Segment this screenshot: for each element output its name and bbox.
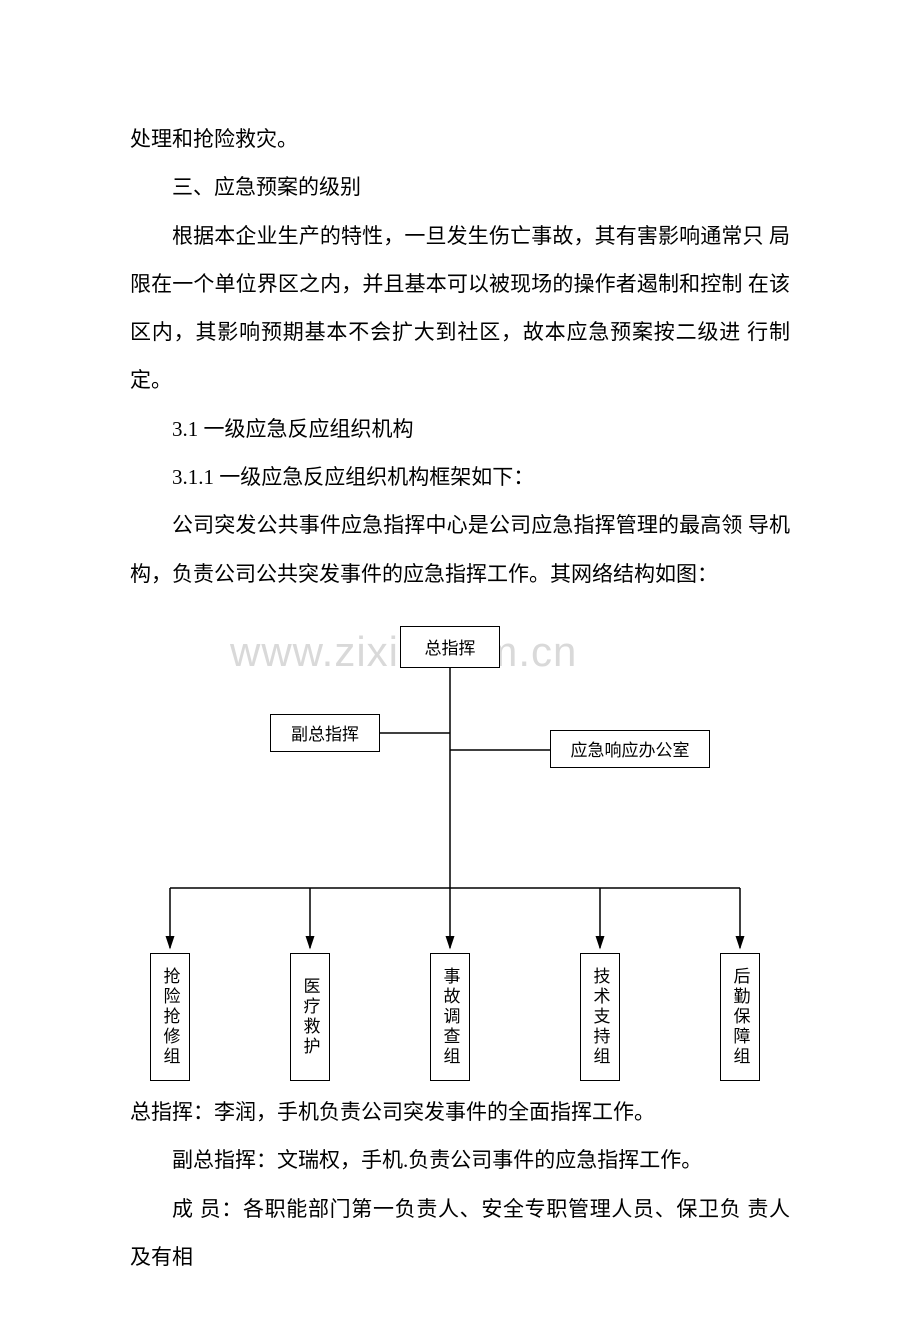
org-chart: www.zixin.com.cn 总指挥 xyxy=(130,618,790,1088)
node-tech-support: 技术支持组 xyxy=(580,953,620,1081)
paragraph-6: 公司突发公共事件应急指挥中心是公司应急指挥管理的最高领 导机构，负责公司公共突发… xyxy=(130,501,790,598)
paragraph-members: 成 员：各职能部门第一负责人、安全专职管理人员、保卫负 责人及有相 xyxy=(130,1185,790,1282)
paragraph-commander: 总指挥：李润，手机负责公司突发事件的全面指挥工作。 xyxy=(130,1088,790,1136)
section-3-1: 3.1 一级应急反应组织机构 xyxy=(130,405,790,453)
node-logistics: 后勤保障组 xyxy=(720,953,760,1081)
section-3-1-1: 3.1.1 一级应急反应组织机构框架如下： xyxy=(130,453,790,501)
node-rescue-repair: 抢险抢修组 xyxy=(150,953,190,1081)
heading-level: 三、应急预案的级别 xyxy=(130,163,790,211)
paragraph-3: 根据本企业生产的特性，一旦发生伤亡事故，其有害影响通常只 局限在一个单位界区之内… xyxy=(130,212,790,405)
node-office: 应急响应办公室 xyxy=(550,730,710,768)
node-investigation: 事故调查组 xyxy=(430,953,470,1081)
node-medical: 医疗救护 xyxy=(290,953,330,1081)
node-commander: 总指挥 xyxy=(400,626,500,668)
paragraph-1: 处理和抢险救灾。 xyxy=(130,115,790,163)
paragraph-deputy: 副总指挥：文瑞权，手机.负责公司事件的应急指挥工作。 xyxy=(130,1136,790,1184)
node-deputy: 副总指挥 xyxy=(270,714,380,752)
